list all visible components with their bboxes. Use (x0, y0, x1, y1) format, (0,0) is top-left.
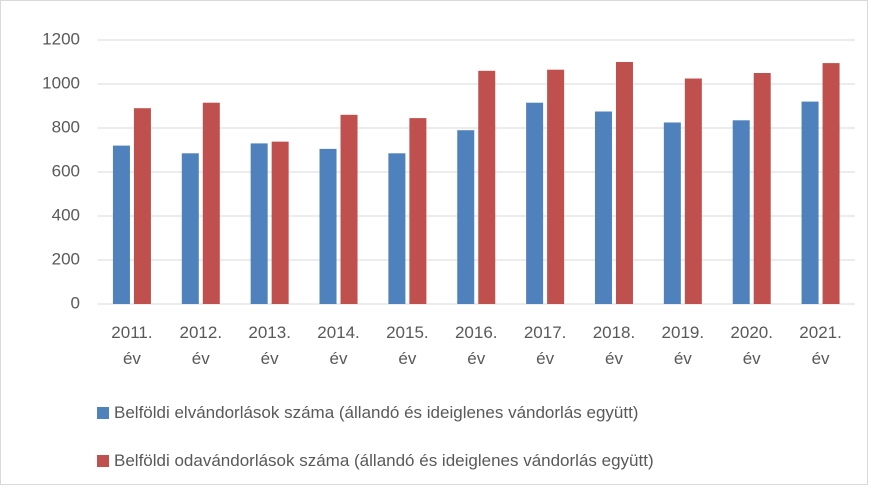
y-tick-label: 800 (52, 117, 80, 136)
x-tick-label: 2015. év (386, 323, 429, 368)
x-tick-label: 2018. év (592, 323, 636, 368)
bar (181, 153, 199, 304)
x-tick-label: 2019. év (661, 323, 705, 368)
bar (615, 62, 633, 304)
bar (133, 108, 151, 304)
bar (801, 101, 819, 304)
bar (526, 102, 544, 304)
y-tick-label: 600 (52, 161, 80, 180)
bar (202, 102, 220, 304)
bar (663, 122, 681, 304)
bar (594, 111, 612, 304)
bar (271, 141, 289, 304)
bar (478, 70, 496, 304)
legend-swatch (97, 407, 109, 419)
bar (753, 73, 771, 304)
bar (340, 114, 358, 304)
bar (547, 69, 565, 304)
y-tick-label: 400 (52, 205, 80, 224)
x-tick-label: 2020. év (730, 323, 773, 368)
x-tick-label: 2014. év (317, 323, 360, 368)
bar (250, 143, 268, 304)
legend-label: Belföldi elvándorlások száma (állandó és… (114, 403, 639, 422)
bar (684, 78, 702, 304)
x-tick-label: 2012. év (179, 323, 223, 368)
y-tick-label: 0 (71, 293, 80, 312)
x-tick-label: 2011. év (111, 323, 153, 368)
x-tick-label: 2021. év (799, 323, 842, 368)
bar (388, 153, 406, 304)
legend-entry: Belföldi odavándorlások száma (állandó é… (97, 451, 654, 471)
x-tick-label: 2016. év (454, 323, 498, 368)
bar (409, 118, 427, 304)
bar (732, 120, 750, 304)
y-tick-label: 200 (52, 249, 80, 268)
bar (319, 148, 337, 304)
x-tick-label: 2013. év (248, 323, 291, 368)
y-tick-label: 1000 (42, 73, 80, 92)
legend-label: Belföldi odavándorlások száma (állandó é… (114, 451, 654, 470)
bar (112, 145, 130, 304)
bar (822, 63, 840, 304)
legend-entry: Belföldi elvándorlások száma (állandó és… (97, 403, 638, 423)
x-tick-label: 2017. év (523, 323, 567, 368)
bar (457, 130, 475, 304)
y-tick-label: 1200 (42, 29, 80, 48)
legend-swatch (97, 455, 109, 467)
